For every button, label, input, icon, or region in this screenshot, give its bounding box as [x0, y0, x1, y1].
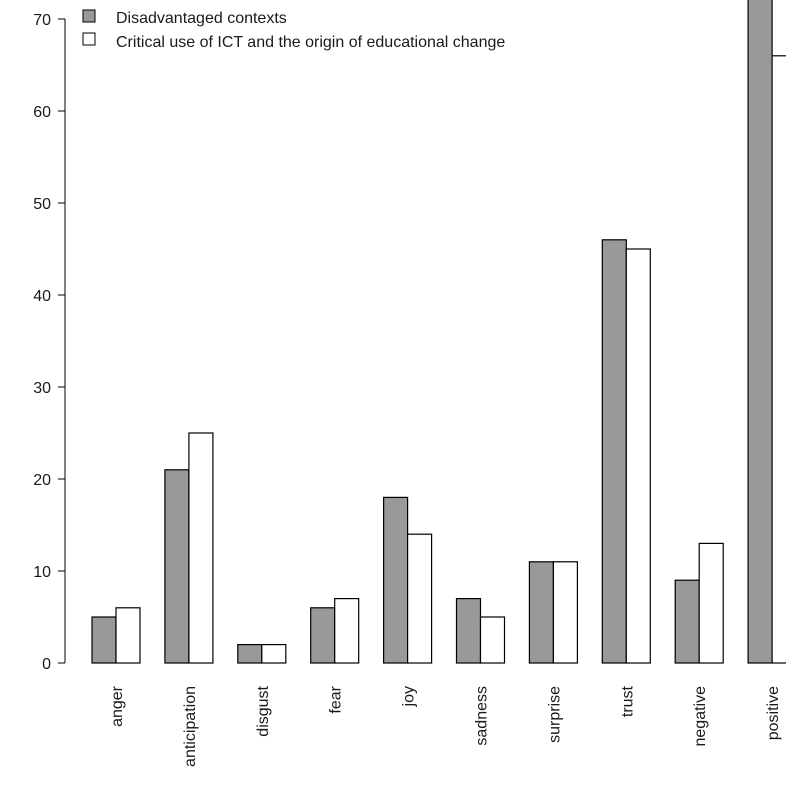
- bar-surprise-series-2: [552, 561, 579, 664]
- bar-disgust-series-2: [261, 643, 287, 664]
- bar-sadness-series-1: [455, 597, 482, 664]
- bar-fear-series-2: [334, 597, 360, 664]
- bar-anticipation-series-2: [188, 432, 214, 664]
- bar-positive-series-1: [747, 0, 773, 664]
- bar-joy-series-1: [383, 496, 409, 664]
- y-tick-label: 70: [33, 12, 51, 29]
- bar-trust-series-2: [625, 248, 651, 664]
- bars: [91, 0, 786, 664]
- bar-negative-series-2: [698, 542, 724, 664]
- legend-swatch-series-2: [82, 32, 96, 46]
- bar-anticipation-series-1: [164, 469, 190, 664]
- bar-surprise-series-1: [528, 561, 555, 664]
- y-tick-label: 20: [33, 472, 51, 489]
- y-tick-label: 0: [42, 656, 51, 673]
- bar-positive-series-2: [771, 55, 786, 664]
- legend-label-series-2: Critical use of ICT and the origin of ed…: [116, 34, 505, 51]
- bar-trust-series-1: [601, 239, 627, 664]
- x-tick-labels: anger anticipation disgust fear joy sadness su…: [109, 685, 782, 767]
- y-ticks: 0 10 20 30 40 50 60 70: [33, 12, 65, 673]
- x-tick-label-trust: trust: [619, 685, 636, 717]
- y-tick-label: 50: [33, 196, 51, 213]
- bar-negative-series-1: [674, 579, 700, 664]
- y-tick-label: 40: [33, 288, 51, 305]
- y-tick-label: 10: [33, 564, 51, 581]
- bar-disgust-series-1: [237, 643, 263, 664]
- y-axis: 0 10 20 30 40 50 60 70: [33, 12, 66, 673]
- y-tick-label: 30: [33, 380, 51, 397]
- legend-swatch-series-1: [82, 9, 96, 23]
- x-tick-label-anticipation: anticipation: [182, 686, 199, 767]
- x-tick-label-fear: fear: [328, 685, 345, 713]
- x-tick-label-positive: positive: [765, 686, 782, 740]
- legend: Disadvantaged contexts Critical use of I…: [82, 9, 505, 51]
- bar-sadness-series-2: [479, 616, 506, 664]
- x-tick-label-joy: joy: [401, 686, 418, 707]
- x-tick-label-sadness: sadness: [474, 686, 491, 746]
- x-tick-label-anger: anger: [109, 685, 126, 727]
- bar-anger-series-2: [115, 607, 141, 664]
- bar-anger-series-1: [91, 616, 117, 664]
- x-tick-label-disgust: disgust: [255, 685, 272, 736]
- legend-label-series-1: Disadvantaged contexts: [116, 10, 287, 27]
- bar-joy-series-2: [407, 533, 433, 664]
- y-tick-label: 60: [33, 104, 51, 121]
- bar-fear-series-1: [310, 607, 336, 664]
- x-tick-label-negative: negative: [692, 686, 709, 747]
- x-tick-label-surprise: surprise: [546, 686, 563, 743]
